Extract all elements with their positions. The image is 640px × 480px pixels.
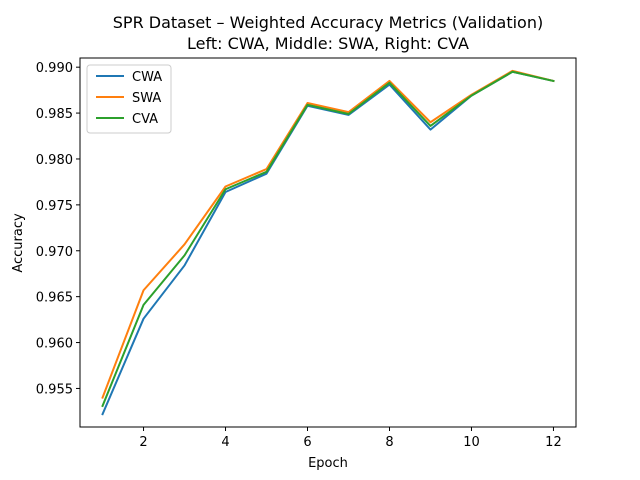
y-axis: 0.955 0.960 0.965 0.970 0.975 0.980 0.985 0.990 xyxy=(36,61,80,397)
y-tick-label: 0.990 xyxy=(36,61,73,76)
y-tick-label: 0.985 xyxy=(36,107,73,122)
chart-subtitle: Left: CWA, Middle: SWA, Right: CVA xyxy=(187,34,469,53)
legend: CWA SWA CVA xyxy=(86,64,172,134)
y-tick-label: 0.955 xyxy=(36,382,73,397)
plot-area xyxy=(101,69,555,416)
y-tick-label: 0.965 xyxy=(36,291,73,306)
plot-frame xyxy=(79,57,577,428)
y-tick-label: 0.960 xyxy=(36,337,73,352)
x-tick-label: 12 xyxy=(545,435,562,450)
series-line-cva xyxy=(101,70,555,408)
legend-label-swa: SWA xyxy=(132,91,161,106)
legend-label-cva: CVA xyxy=(132,112,158,127)
chart-title: SPR Dataset – Weighted Accuracy Metrics … xyxy=(113,13,543,32)
x-tick-label: 6 xyxy=(303,435,311,450)
legend-label-cwa: CWA xyxy=(132,70,162,85)
x-tick-label: 2 xyxy=(139,435,147,450)
x-tick-label: 10 xyxy=(463,435,480,450)
x-axis-label: Epoch xyxy=(308,456,348,471)
legend-box xyxy=(86,64,172,134)
y-axis-label: Accuracy xyxy=(11,213,26,273)
y-tick-label: 0.970 xyxy=(36,245,73,260)
y-tick-label: 0.975 xyxy=(36,199,73,214)
x-tick-label: 8 xyxy=(385,435,393,450)
x-tick-label: 4 xyxy=(221,435,229,450)
x-axis: 2 4 6 8 10 12 xyxy=(139,427,562,450)
y-tick-label: 0.980 xyxy=(36,153,73,168)
